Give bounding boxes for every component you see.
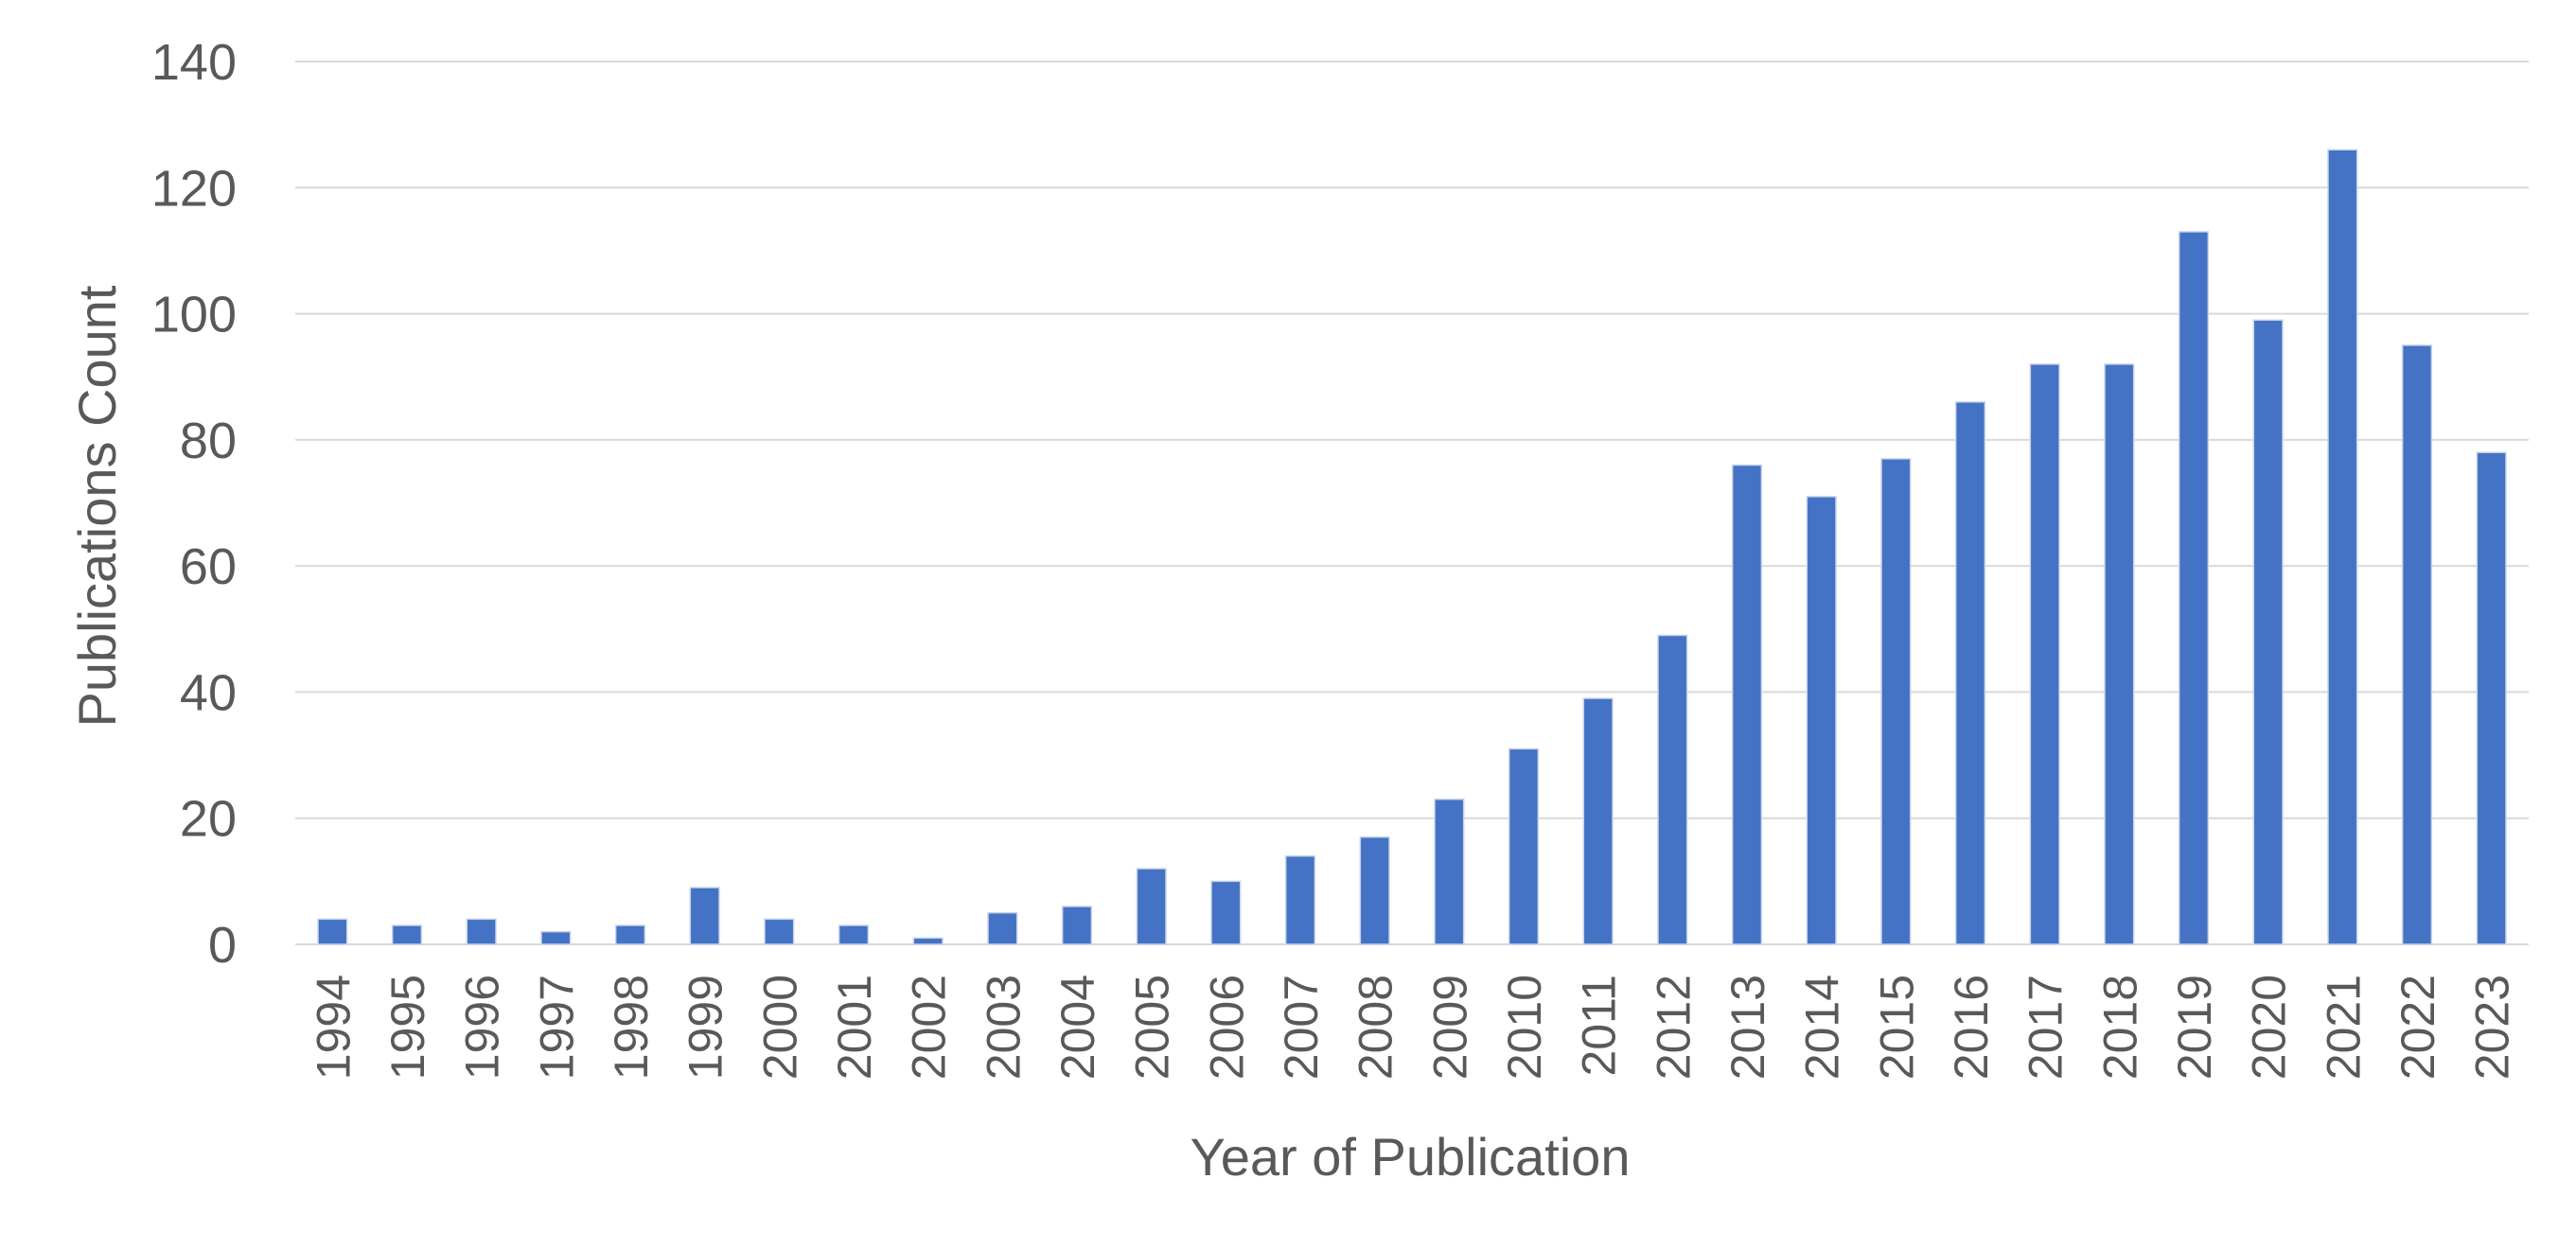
bar-1996 (466, 918, 497, 945)
gridlines (295, 61, 2529, 945)
x-tick-label: 2009 (1423, 975, 1476, 1080)
y-tick-label: 0 (208, 917, 237, 974)
x-tick-label: 1994 (307, 975, 360, 1080)
x-tick-label: 1996 (456, 975, 509, 1080)
x-tick-label: 2015 (1870, 975, 1923, 1080)
y-axis-ticks: 0 20 40 60 80 100 120 140 (151, 34, 237, 974)
x-axis-ticks: 1994 1995 1996 1997 1998 1999 2000 2001 2002 2003… (307, 975, 2518, 1080)
x-tick-label: 2003 (977, 975, 1030, 1080)
x-tick-label: 1999 (679, 975, 732, 1080)
bar-2010 (1508, 748, 1540, 945)
y-tick-label: 60 (180, 538, 237, 595)
x-tick-label: 2005 (1126, 975, 1179, 1080)
x-tick-label: 2021 (2317, 975, 2370, 1080)
y-tick-label: 20 (180, 791, 237, 848)
bar-2002 (912, 937, 944, 945)
bar-2003 (987, 911, 1018, 945)
bar-2014 (1806, 496, 1837, 945)
bar-2009 (1434, 798, 1465, 945)
y-tick-label: 40 (180, 664, 237, 721)
bar-2023 (2476, 451, 2507, 945)
bar-1999 (689, 887, 720, 945)
x-tick-label: 2022 (2391, 975, 2444, 1080)
x-tick-label: 2010 (1498, 975, 1551, 1080)
bar-2000 (764, 918, 795, 945)
x-tick-label: 2014 (1796, 975, 1849, 1080)
x-tick-label: 2013 (1721, 975, 1774, 1080)
bar-2007 (1284, 854, 1316, 945)
x-axis-title: Year of Publication (1191, 1127, 1631, 1187)
x-tick-label: 2008 (1350, 975, 1403, 1080)
bar-2006 (1210, 880, 1242, 945)
bar-2012 (1657, 634, 1688, 945)
x-tick-label: 2018 (2093, 975, 2146, 1080)
bar-2008 (1359, 836, 1390, 945)
x-tick-label: 2019 (2168, 975, 2221, 1080)
bars (317, 149, 2507, 945)
x-tick-label: 2012 (1647, 975, 1700, 1080)
bar-2001 (838, 924, 870, 945)
bar-1998 (614, 924, 646, 945)
x-tick-label: 1997 (530, 975, 583, 1080)
y-tick-label: 80 (180, 413, 237, 469)
x-tick-label: 2006 (1200, 975, 1253, 1080)
x-tick-label: 2002 (903, 975, 956, 1080)
bar-1995 (391, 924, 423, 945)
bar-2021 (2327, 149, 2358, 945)
bar-2011 (1582, 697, 1614, 945)
y-tick-label: 140 (151, 34, 237, 91)
x-tick-label: 1998 (605, 975, 658, 1080)
bar-2015 (1880, 458, 1912, 945)
x-tick-label: 2000 (753, 975, 806, 1080)
bar-2013 (1731, 464, 1763, 945)
bar-2005 (1136, 868, 1167, 945)
bar-2022 (2401, 344, 2433, 945)
x-tick-label: 2020 (2243, 975, 2296, 1080)
bar-2016 (1954, 401, 1986, 945)
bar-2020 (2252, 319, 2284, 945)
x-tick-label: 2023 (2466, 975, 2519, 1080)
y-axis-title: Publications Count (67, 285, 127, 727)
bar-2019 (2178, 231, 2210, 945)
x-tick-label: 2007 (1275, 975, 1328, 1080)
x-tick-label: 2016 (1945, 975, 1998, 1080)
x-tick-label: 2011 (1573, 975, 1626, 1077)
bar-1997 (540, 930, 572, 945)
bar-2004 (1061, 906, 1093, 945)
x-tick-label: 2017 (2020, 975, 2073, 1080)
y-tick-label: 100 (151, 287, 237, 343)
x-tick-label: 1995 (381, 975, 434, 1080)
bar-1994 (317, 918, 348, 945)
bar-2017 (2029, 363, 2060, 945)
bar-2018 (2104, 363, 2135, 945)
x-tick-label: 2001 (828, 975, 881, 1080)
x-tick-label: 2004 (1051, 975, 1104, 1080)
y-tick-label: 120 (151, 160, 237, 217)
